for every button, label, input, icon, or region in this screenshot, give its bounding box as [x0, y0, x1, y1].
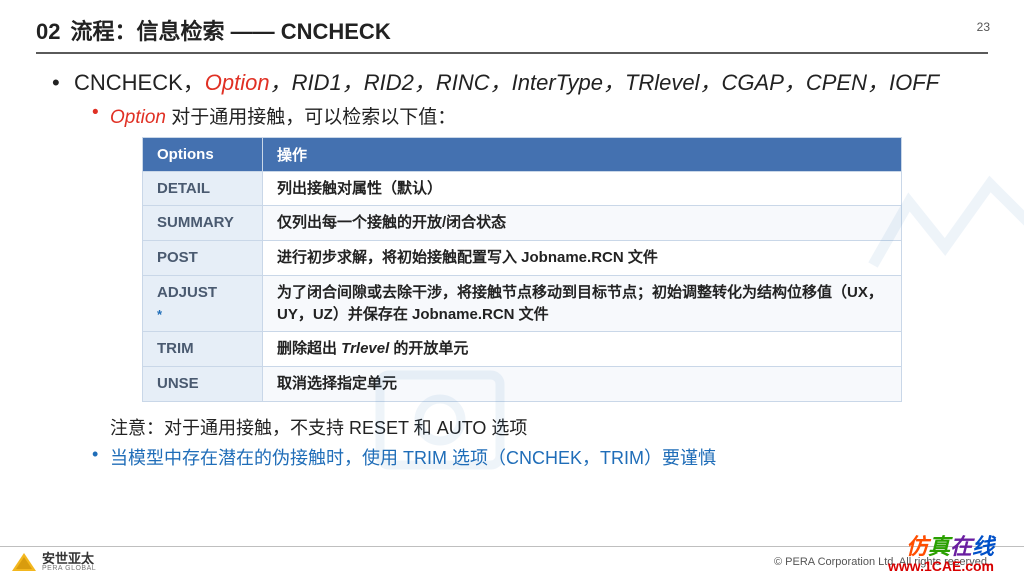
desc-cell: 取消选择指定单元	[263, 367, 902, 402]
logo-text: 安世亚太	[42, 552, 96, 565]
param-list: ，RID1，RID2，RINC，InterType，TRlevel，CGAP，C…	[270, 70, 939, 95]
note-line: 注意：对于通用接触，不支持 RESET 和 AUTO 选项	[110, 414, 988, 440]
page-number: 23	[977, 20, 990, 34]
desc-cell: 删除超出 Trlevel 的开放单元	[263, 332, 902, 367]
opt-cell: UNSE	[143, 367, 263, 402]
opt-cell: DETAIL	[143, 171, 263, 206]
opt-cell: SUMMARY	[143, 206, 263, 241]
overlay-brand: 仿真在线	[906, 536, 994, 558]
table-row: ADJUST * 为了闭合间隙或去除干涉，将接触节点移动到目标节点；初始调整转化…	[143, 275, 902, 332]
bullet-dot: •	[52, 68, 74, 98]
table-row: TRIM 删除超出 Trlevel 的开放单元	[143, 332, 902, 367]
header: 02 流程：信息检索 —— CNCHECK	[36, 14, 988, 54]
desc-cell: 进行初步求解，将初始接触配置写入 Jobname.RCN 文件	[263, 241, 902, 276]
desc-cell: 列出接触对属性（默认）	[263, 171, 902, 206]
footnote-star: *	[157, 306, 248, 325]
desc-cell: 为了闭合间隙或去除干涉，将接触节点移动到目标节点；初始调整转化为结构位移值（UX…	[263, 275, 902, 332]
opt-cell: ADJUST *	[143, 275, 263, 332]
logo-subtext: PERA GLOBAL	[42, 565, 96, 572]
table-row: UNSE 取消选择指定单元	[143, 367, 902, 402]
opt-cell: TRIM	[143, 332, 263, 367]
col-header-options: Options	[143, 137, 263, 171]
option-keyword: Option	[110, 107, 166, 128]
logo: 安世亚太 PERA GLOBAL	[12, 552, 96, 572]
syntax-line: • CNCHECK，Option，RID1，RID2，RINC，InterTyp…	[52, 68, 988, 98]
overlay-url: www.1CAE.com	[888, 558, 994, 574]
option-desc-line: • Option 对于通用接触，可以检索以下值：	[92, 102, 988, 129]
opt-cell: POST	[143, 241, 263, 276]
option-keyword: Option	[205, 70, 270, 95]
bullet-dot: •	[92, 444, 110, 470]
col-header-action: 操作	[263, 137, 902, 171]
options-table: Options 操作 DETAIL 列出接触对属性（默认） SUMMARY 仅列…	[142, 137, 902, 402]
footer: 安世亚太 PERA GLOBAL © PERA Corporation Ltd.…	[0, 546, 1024, 576]
cmd-name: CNCHECK，	[74, 70, 205, 95]
page-title: 流程：信息检索 —— CNCHECK	[70, 14, 390, 46]
desc-cell: 仅列出每一个接触的开放/闭合状态	[263, 206, 902, 241]
option-desc: 对于通用接触，可以检索以下值：	[166, 107, 456, 128]
table-row: POST 进行初步求解，将初始接触配置写入 Jobname.RCN 文件	[143, 241, 902, 276]
caution-line: • 当模型中存在潜在的伪接触时，使用 TRIM 选项（CNCHEK，TRIM）要…	[92, 444, 988, 470]
bullet-dot: •	[92, 102, 110, 129]
caution-text: 当模型中存在潜在的伪接触时，使用 TRIM 选项（CNCHEK，TRIM）要谨慎	[110, 444, 716, 470]
table-row: DETAIL 列出接触对属性（默认）	[143, 171, 902, 206]
table-row: SUMMARY 仅列出每一个接触的开放/闭合状态	[143, 206, 902, 241]
section-number: 02	[36, 19, 60, 45]
logo-icon	[12, 553, 36, 571]
